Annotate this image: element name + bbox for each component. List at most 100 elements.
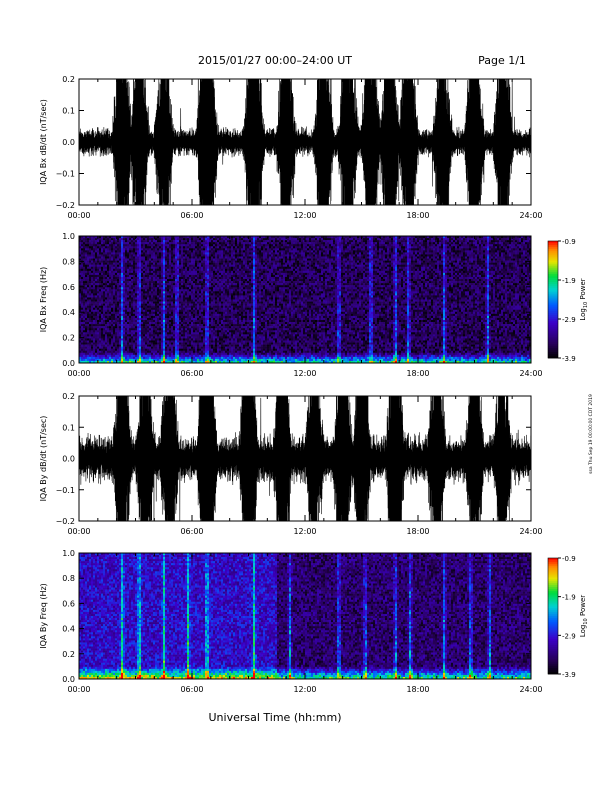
bx-spectrogram-cell	[181, 300, 183, 302]
bx-spectrogram-cell	[163, 246, 165, 248]
bx-spectrogram-cell	[163, 281, 165, 283]
bx-spectrogram-cell	[137, 326, 139, 328]
bx-spectrogram-cell	[195, 271, 197, 273]
bx-spectrogram-cell	[217, 316, 219, 318]
bx-spectrogram-cell	[165, 359, 167, 361]
bx-spectrogram-cell	[125, 320, 127, 322]
bx-spectrogram-cell	[227, 267, 229, 269]
bx-spectrogram-cell	[221, 322, 223, 324]
bx-spectrogram-cell	[123, 297, 125, 299]
bx-spectrogram-cell	[229, 318, 231, 320]
bx-spectrogram-cell	[85, 277, 87, 279]
bx-spectrogram-cell	[117, 343, 119, 345]
bx-spectrogram-cell	[95, 269, 97, 271]
bx-spectrogram-cell	[103, 254, 105, 256]
bx-spectrogram-cell	[213, 312, 215, 314]
bx-spectrogram-cell	[219, 326, 221, 328]
bx-spectrogram-cell	[231, 291, 233, 293]
bx-spectrogram-cell	[101, 312, 103, 314]
bx-spectrogram-cell	[193, 279, 195, 281]
bx-spectrogram-cell	[199, 328, 201, 330]
bx-spectrogram-cell	[201, 246, 203, 248]
bx-spectrogram-cell	[175, 252, 177, 254]
bx-spectrogram-cell	[169, 289, 171, 291]
bx-spectrogram-cell	[101, 340, 103, 342]
bx-spectrogram-cell	[159, 320, 161, 322]
bx-spectrogram-cell	[127, 240, 129, 242]
bx-spectrogram-cell	[121, 281, 123, 283]
bx-spectrogram-cell	[93, 293, 95, 295]
bx-spectrogram-cell	[141, 291, 143, 293]
bx-spectrogram-cell	[179, 246, 181, 248]
bx-spectrogram-cell	[177, 297, 179, 299]
bx-spectrogram-cell	[103, 277, 105, 279]
bx-spectrogram-cell	[219, 334, 221, 336]
bx-spectrogram-cell	[121, 254, 123, 256]
bx-spectrogram-cell	[155, 269, 157, 271]
figure-title: 2015/01/27 00:00–24:00 UT	[198, 54, 352, 67]
bx-spectrogram-cell	[133, 328, 135, 330]
bx-spectrogram-cell	[85, 267, 87, 269]
bx-spectrogram-cell	[185, 343, 187, 345]
bx-spectrogram-cell	[213, 334, 215, 336]
bx-spectrogram-cell	[135, 345, 137, 347]
bx-spectrogram-cell	[179, 252, 181, 254]
bx-spectrogram-cell	[233, 300, 235, 302]
bx-spectrogram-cell	[117, 357, 119, 359]
bx-spectrogram-cell	[145, 359, 147, 361]
bx-spectrogram-cell	[89, 310, 91, 312]
bx-spectrogram-cell	[219, 322, 221, 324]
bx-spectrogram-cell	[139, 345, 141, 347]
bx-spectrogram-cell	[93, 308, 95, 310]
bx-spectrogram-cell	[219, 254, 221, 256]
bx-spectrogram-cell	[133, 340, 135, 342]
bx-spectrogram-cell	[161, 271, 163, 273]
bx-spectrogram-cell	[157, 355, 159, 357]
bx-spectrogram-cell	[141, 338, 143, 340]
bx-spectrogram-cell	[185, 314, 187, 316]
bx-spectrogram-cell	[103, 353, 105, 355]
bx-spectrogram-cell	[165, 293, 167, 295]
bx-spectrogram-cell	[171, 357, 173, 359]
bx-spectrogram-cell	[127, 289, 129, 291]
bx-spectrogram-cell	[91, 244, 93, 246]
bx-spectrogram-cell	[173, 347, 175, 349]
bx-spectrogram-cell	[131, 347, 133, 349]
bx-spectrogram-cell	[173, 304, 175, 306]
bx-spectrogram-cell	[147, 273, 149, 275]
bx-spectrogram-cell	[173, 285, 175, 287]
bx-spectrogram-cell	[99, 265, 101, 267]
bx-spectrogram-cell	[219, 347, 221, 349]
bx-spectrogram-cell	[215, 273, 217, 275]
bx-spectrogram-cell	[121, 250, 123, 252]
bx-spectrogram-cell	[187, 240, 189, 242]
bx-spectrogram-cell	[177, 252, 179, 254]
bx-spectrogram-cell	[211, 248, 213, 250]
bx-spectrogram-cell	[113, 328, 115, 330]
bx-spectrogram-cell	[177, 261, 179, 263]
bx-spectrogram-cell	[87, 304, 89, 306]
bx-spectrogram-cell	[191, 343, 193, 345]
bx-spectrogram-cell	[169, 357, 171, 359]
bx-dbdt-xtick-label: 00:00	[67, 211, 90, 220]
bx-spectrogram-cell	[159, 271, 161, 273]
bx-spectrogram-cell	[185, 293, 187, 295]
bx-spectrogram-cell	[215, 242, 217, 244]
bx-spectrogram-cell	[157, 349, 159, 351]
bx-spectrogram-cell	[123, 345, 125, 347]
bx-spectrogram-cell	[147, 246, 149, 248]
bx-spectrogram-cell	[189, 330, 191, 332]
bx-spectrogram-cell	[129, 306, 131, 308]
bx-spectrogram-cell	[177, 254, 179, 256]
bx-spectrogram-cell	[85, 318, 87, 320]
bx-spectrogram-cell	[179, 345, 181, 347]
bx-spectrogram-cell	[193, 259, 195, 261]
bx-spectrogram-cell	[203, 248, 205, 250]
bx-spectrogram-cell	[165, 347, 167, 349]
bx-spectrogram-cell	[121, 338, 123, 340]
bx-spectrogram-cell	[173, 340, 175, 342]
bx-spectrogram-cell	[235, 244, 237, 246]
bx-spectrogram-cell	[209, 275, 211, 277]
bx-spectrogram-cell	[101, 289, 103, 291]
bx-spectrogram-cell	[193, 332, 195, 334]
